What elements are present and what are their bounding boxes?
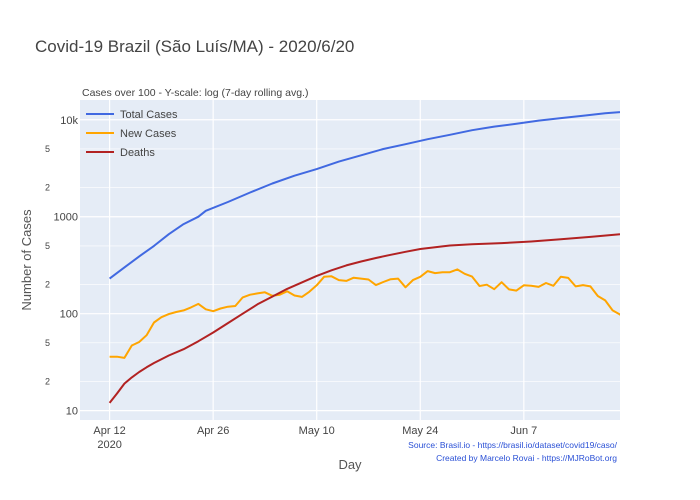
y-minor-tick-label: 5 <box>45 144 50 154</box>
y-minor-tick-label: 2 <box>45 183 50 193</box>
y-minor-tick-label: 2 <box>45 279 50 289</box>
legend[interactable]: Total Cases New Cases Deaths <box>86 109 178 159</box>
x-tick-label: Jun 7 <box>510 425 537 437</box>
series-lines <box>108 111 620 404</box>
y-axis: 2 5 2 5 2 5 10 100 1000 10k <box>45 115 79 418</box>
x-tick-sublabel: 2020 <box>97 439 121 451</box>
y-minor-tick-label: 5 <box>45 241 50 251</box>
y-tick-label: 1000 <box>54 212 78 224</box>
x-axis: Apr 12 2020 Apr 26 May 10 May 24 Jun 7 <box>93 425 537 451</box>
series-line-new-cases <box>109 268 620 359</box>
series-line-deaths <box>108 233 620 404</box>
y-axis-title: Number of Cases <box>19 209 34 311</box>
legend-label-new-cases: New Cases <box>120 128 177 140</box>
grid <box>80 100 620 420</box>
legend-label-deaths: Deaths <box>120 147 155 159</box>
credit-line: Created by Marcelo Rovai - https://MJRoB… <box>436 453 617 463</box>
x-tick-label: Apr 26 <box>197 425 229 437</box>
x-tick-label: Apr 12 <box>93 425 125 437</box>
chart-subtitle: Cases over 100 - Y-scale: log (7-day rol… <box>82 87 308 99</box>
chart-title: Covid-19 Brazil (São Luís/MA) - 2020/6/2… <box>35 37 354 56</box>
source-line: Source: Brasil.io - https://brasil.io/da… <box>408 440 617 450</box>
y-minor-tick-label: 5 <box>45 338 50 348</box>
series-line-total-cases <box>108 111 620 280</box>
x-tick-label: May 24 <box>402 425 438 437</box>
x-axis-title: Day <box>338 457 362 472</box>
y-tick-label: 10 <box>66 406 78 418</box>
plot-area <box>80 100 620 420</box>
y-minor-tick-label: 2 <box>45 376 50 386</box>
y-tick-label: 100 <box>60 309 78 321</box>
y-tick-label: 10k <box>60 115 78 127</box>
x-tick-label: May 10 <box>299 425 335 437</box>
legend-label-total-cases: Total Cases <box>120 109 178 121</box>
